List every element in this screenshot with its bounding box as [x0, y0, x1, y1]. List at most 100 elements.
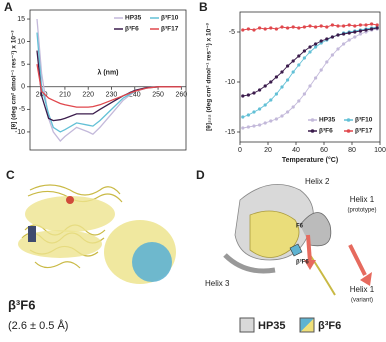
label: β³F6: [296, 259, 309, 266]
arrow-head: [360, 272, 372, 286]
point: [297, 99, 301, 103]
x-tick-label: 260: [175, 92, 187, 99]
variant-tail: [309, 254, 336, 296]
point: [336, 24, 340, 28]
point: [330, 23, 334, 27]
point: [314, 76, 318, 80]
point: [347, 38, 351, 42]
point: [330, 53, 334, 57]
point: [347, 23, 351, 27]
panel-d: D Helix 2 Helix 1 (prototype) Helix 1 (v…: [196, 168, 377, 333]
beta3-ring: [289, 243, 303, 257]
point: [319, 24, 323, 28]
point: [314, 25, 318, 29]
point: [263, 103, 267, 107]
point: [342, 32, 346, 36]
panel-label: C: [6, 168, 15, 182]
point: [308, 84, 312, 88]
x-tick-label: 40: [292, 147, 300, 154]
series-line: [36, 18, 182, 142]
legend-swatch: [299, 317, 315, 333]
point: [258, 26, 262, 30]
legend-swatch: [239, 317, 255, 333]
legend-label: β³F10: [355, 117, 373, 124]
caption: β³F6: [8, 297, 35, 312]
point: [364, 28, 368, 32]
y-tick-label: 15: [17, 16, 25, 23]
point: [269, 98, 273, 102]
point: [358, 29, 362, 33]
point: [302, 25, 306, 29]
point: [364, 23, 368, 27]
x-tick-label: 20: [264, 147, 272, 154]
point: [252, 124, 256, 128]
point: [291, 25, 295, 29]
legend-label: HP35: [258, 320, 286, 332]
point: [375, 23, 379, 27]
panel-label: A: [4, 0, 13, 14]
series-line: [36, 50, 182, 122]
ribbon-yellow: [249, 210, 300, 258]
y-tick-label: -5: [19, 106, 25, 113]
legend-label: β³F17: [355, 128, 373, 135]
point: [274, 27, 278, 31]
x-tick-label: 60: [320, 147, 328, 154]
point: [280, 114, 284, 118]
label: (variant): [351, 298, 373, 304]
arrow: [306, 234, 312, 263]
legend-swatch: [346, 129, 351, 133]
plot-frame: [239, 11, 381, 143]
point: [280, 25, 284, 29]
point: [252, 91, 256, 95]
point: [375, 26, 379, 30]
point: [246, 113, 250, 117]
point: [269, 26, 273, 30]
legend-label: β³F10: [161, 15, 179, 22]
y-tick-label: 10: [17, 38, 25, 45]
legend-label: β³F6: [319, 128, 333, 135]
point: [274, 117, 278, 121]
point: [241, 28, 245, 32]
y-tick-label: -15: [225, 129, 235, 136]
point: [370, 22, 374, 26]
point: [330, 35, 334, 39]
point: [269, 80, 273, 84]
point: [246, 93, 250, 97]
x-tick-label: 220: [82, 92, 94, 99]
panel-label: D: [196, 168, 205, 182]
legend-label: β³F6: [125, 26, 139, 33]
point: [297, 63, 301, 67]
point: [336, 33, 340, 37]
arrow: [348, 244, 367, 276]
panel-c: C β³F6 (2.6 ± 0.5 Å): [6, 168, 176, 332]
legend-label: HP35: [319, 117, 336, 124]
point: [258, 107, 262, 111]
x-tick-label: 250: [152, 92, 164, 99]
label: (prototype): [347, 208, 376, 214]
helix3-ribbon: [223, 253, 276, 274]
point: [302, 49, 306, 53]
x-tick-label: 80: [348, 147, 356, 154]
point: [274, 92, 278, 96]
series-line: [36, 64, 182, 108]
point: [358, 23, 362, 27]
point: [325, 25, 329, 29]
fit-line: [242, 26, 378, 118]
panel-label: B: [199, 0, 208, 14]
legend-swatch: [346, 118, 351, 122]
point: [263, 27, 267, 31]
legend-label: β³F6: [318, 320, 341, 332]
rmsd: (2.6 ± 0.5 Å): [8, 319, 68, 332]
point: [336, 47, 340, 51]
point: [314, 45, 318, 49]
point: [308, 45, 312, 49]
label: Helix 3: [205, 279, 230, 288]
point: [347, 31, 351, 35]
legend-label: β³F17: [161, 26, 179, 33]
point: [286, 78, 290, 82]
arrow-head: [304, 260, 316, 270]
point: [269, 119, 273, 123]
point: [246, 27, 250, 31]
point: [263, 84, 267, 88]
y-axis-label: [θ] (deg cm² dmol⁻¹ res⁻¹) x 10⁻³: [11, 30, 18, 130]
